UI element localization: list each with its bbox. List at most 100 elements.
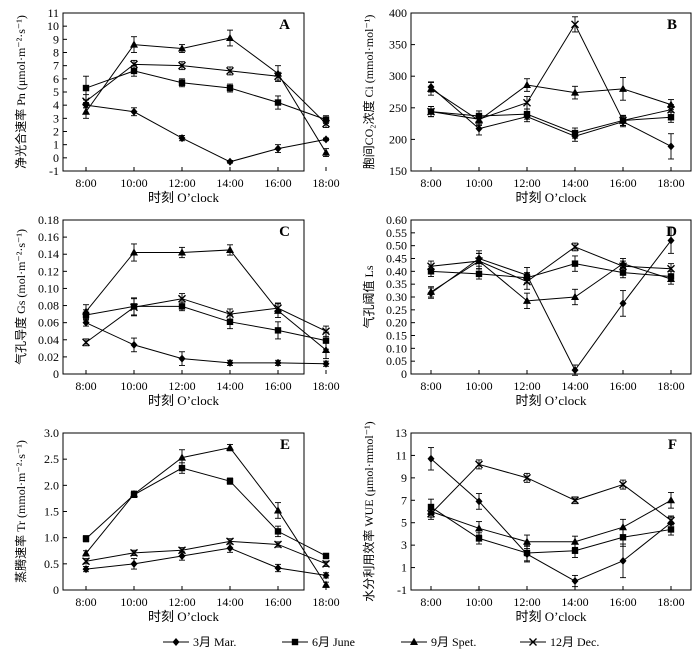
- panel-c-y-title: 气孔导度 Gs (mol·m⁻²·s⁻¹): [13, 229, 28, 365]
- panel-e-point-diamond: [226, 544, 234, 553]
- panel-c-point-triangle: [130, 248, 138, 256]
- panel-a-point-cross: [82, 97, 90, 106]
- panel-f-frame: [410, 432, 692, 591]
- panel-e-xtick-label: 16:00: [264, 595, 291, 609]
- panel-a-series-line: [85, 37, 327, 153]
- panel-d-point-triangle: [523, 296, 531, 304]
- panel-e-point-diamond: [274, 564, 282, 573]
- panel-a-point-triangle: [322, 148, 330, 156]
- panel-c-ytick-label: 0.08: [38, 299, 59, 313]
- panel-d-ytick-label: 0.05: [386, 354, 407, 368]
- panel-c-ytick-label: 0.12: [38, 264, 59, 278]
- panel-c-series-diamond: [82, 318, 330, 368]
- panel-a-frame: [62, 12, 305, 172]
- panel-a-ytick-label: 2: [53, 125, 59, 139]
- panel-d-series-line: [430, 246, 672, 283]
- legend-label: 9月 Spet.: [431, 635, 476, 649]
- panel-f-xtick-label: 10:00: [465, 595, 492, 609]
- panel-a-ytick-label: 11: [47, 6, 59, 20]
- legend-item: 6月 June: [282, 635, 355, 649]
- panel-e-point-diamond: [178, 551, 186, 560]
- panel-f-point-cross: [667, 516, 675, 525]
- panel-d-x-title: 时刻 O’clock: [515, 393, 587, 408]
- panel-e-series-diamond: [82, 543, 330, 580]
- panel-a-series-line: [85, 63, 327, 124]
- panel-c-point-square: [178, 303, 186, 310]
- panel-c-xtick-label: 10:00: [120, 379, 147, 393]
- panel-e-point-square: [82, 535, 90, 542]
- legend-marker-square: [291, 638, 299, 646]
- panel-a-ytick-label: 4: [53, 98, 59, 112]
- panel-f-point-cross: [427, 509, 435, 518]
- panel-a-letter: A: [279, 17, 290, 33]
- panel-a-point-cross: [130, 60, 138, 69]
- panel-d-point-triangle: [571, 292, 579, 300]
- panel-b: 150 200 250 300 350 400 8:00 10:00 12:00 14:00 16:…: [361, 6, 692, 205]
- panel-a-ytick-label: 9: [53, 32, 59, 46]
- panel-d-y-title: 气孔阈值 Ls: [361, 265, 376, 328]
- panel-a-xtick-label: 12:00: [168, 176, 195, 190]
- panel-b-point-cross: [571, 20, 579, 29]
- panel-c-point-square: [226, 318, 234, 326]
- panel-a-xtick-label: 16:00: [264, 176, 291, 190]
- panel-e-point-triangle: [130, 490, 138, 498]
- panel-b-letter: B: [667, 17, 677, 33]
- panel-b-point-diamond: [667, 142, 675, 151]
- panel-a-point-triangle: [82, 107, 90, 115]
- legend-marker-diamond: [172, 638, 180, 646]
- panel-e-series-cross: [82, 537, 330, 568]
- panel-e-point-diamond: [130, 559, 138, 568]
- panel-b-x-title: 时刻 O’clock: [515, 190, 587, 205]
- panel-f-series-line: [430, 458, 672, 582]
- panel-b-point-square: [667, 114, 675, 121]
- panel-a-point-diamond: [130, 107, 138, 116]
- panel-c-xtick-label: 14:00: [216, 379, 243, 393]
- panel-f-point-triangle: [619, 523, 627, 531]
- panel-a-point-diamond: [178, 134, 186, 143]
- panel-a-ytick-label: 7: [53, 59, 59, 73]
- legend-item: 12月 Dec.: [520, 635, 599, 649]
- panel-e-series-triangle: [82, 443, 330, 588]
- panel-f-point-cross: [619, 480, 627, 489]
- panel-b-point-square: [523, 110, 531, 118]
- panel-b-point-triangle: [523, 80, 531, 89]
- panel-c-series-triangle: [82, 243, 330, 360]
- panel-f-point-triangle: [475, 524, 483, 532]
- panel-a-point-diamond: [322, 135, 330, 144]
- panel-a-point-square: [178, 79, 186, 86]
- panel-f-point-triangle: [523, 537, 531, 545]
- panel-d-xtick-label: 8:00: [420, 379, 441, 393]
- panel-f-point-cross: [523, 473, 531, 482]
- panel-b-point-triangle: [667, 100, 675, 108]
- panel-c-xtick-label: 12:00: [168, 379, 195, 393]
- panel-c-point-diamond: [82, 318, 90, 327]
- panel-d-point-cross: [619, 262, 627, 271]
- panel-e-ytick-label: 0.5: [44, 557, 59, 571]
- panel-a-ytick-label: 10: [47, 19, 59, 33]
- panel-a-point-square: [226, 84, 234, 92]
- panel-d-point-cross: [523, 277, 531, 286]
- panel-a-point-triangle: [178, 44, 186, 52]
- panel-a-ytick-label: 5: [53, 85, 59, 99]
- panel-d-frame: [410, 219, 692, 375]
- legend-marker-cross: [529, 638, 537, 646]
- panel-f-xtick-label: 8:00: [420, 595, 441, 609]
- panel-f-point-diamond: [619, 556, 627, 565]
- panel-a-y-title: 净光合速率 Pn (μmol·m⁻²·s⁻¹): [13, 15, 28, 169]
- panel-d-point-square: [475, 270, 483, 278]
- panel-c-xtick-label: 18:00: [312, 379, 339, 393]
- panel-d-point-square: [571, 260, 579, 267]
- panel-d-point-cross: [667, 264, 675, 273]
- panel-b-xtick-label: 14:00: [561, 176, 588, 190]
- panel-c-point-cross: [178, 294, 186, 303]
- panel-d-xtick-label: 18:00: [657, 379, 684, 393]
- panel-f-xtick-label: 14:00: [561, 595, 588, 609]
- panel-d-ytick-label: 0.35: [386, 277, 407, 291]
- panel-c-ytick-label: 0.10: [38, 281, 59, 295]
- panel-b-xtick-label: 12:00: [513, 176, 540, 190]
- panel-e-point-diamond: [322, 571, 330, 580]
- panel-b-series-line: [430, 111, 672, 134]
- panel-f-ytick-label: 1: [401, 561, 407, 575]
- panel-c-point-cross: [130, 303, 138, 312]
